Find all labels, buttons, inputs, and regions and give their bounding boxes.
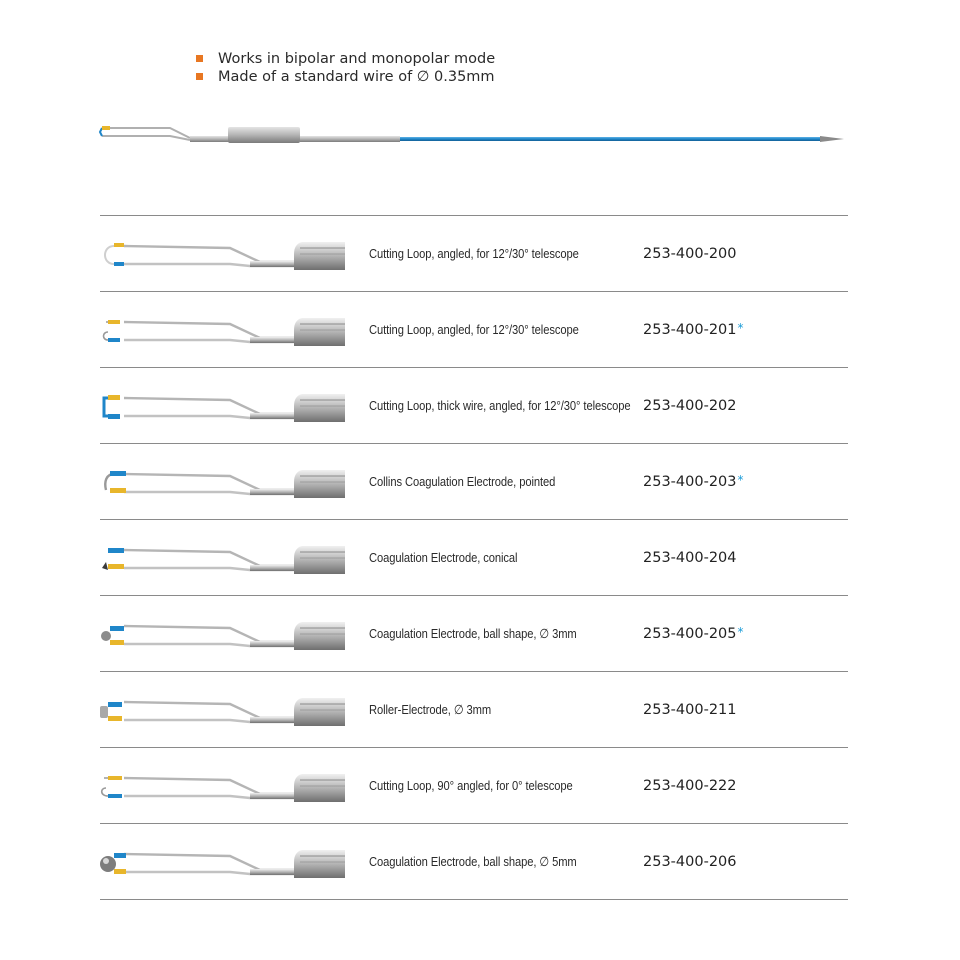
- electrode-image: [102, 394, 345, 422]
- electrode-image: [101, 622, 345, 650]
- availability-star-icon: *: [737, 473, 744, 487]
- electrode-image: [100, 698, 345, 726]
- article-number: 253-400-204: [643, 550, 737, 566]
- product-description: Coagulation Electrode, ball shape, ∅ 5mm: [369, 854, 577, 869]
- feature-item: Works in bipolar and monopolar mode: [196, 50, 495, 68]
- feature-text: Works in bipolar and monopolar mode: [218, 51, 496, 67]
- product-code: 253-400-222: [643, 777, 738, 794]
- article-number: 253-400-206: [643, 854, 737, 870]
- article-number: 253-400-203: [643, 474, 737, 490]
- table-row: Cutting Loop, thick wire, angled, for 12…: [100, 367, 848, 443]
- table-row: Roller-Electrode, ∅ 3mm 253-400-211: [100, 671, 848, 747]
- article-number: 253-400-205: [643, 626, 737, 642]
- electrode-image: [104, 470, 345, 498]
- article-number: 253-400-202: [643, 398, 737, 414]
- product-description: Cutting Loop, thick wire, angled, for 12…: [369, 398, 631, 413]
- product-description: Coagulation Electrode, ball shape, ∅ 3mm: [369, 626, 577, 641]
- product-description: Cutting Loop, angled, for 12°/30° telesc…: [369, 322, 579, 337]
- article-number: 253-400-201: [643, 322, 737, 338]
- electrode-overview-image: [98, 126, 844, 143]
- product-code: 253-400-204: [643, 549, 738, 566]
- bullet-square-icon: [196, 55, 203, 62]
- product-code: 253-400-202: [643, 397, 738, 414]
- feature-text: Made of a standard wire of ∅ 0.35mm: [218, 69, 495, 85]
- product-code: 253-400-206: [643, 853, 738, 870]
- table-row: Collins Coagulation Electrode, pointed 25…: [100, 443, 848, 519]
- electrode-image: [102, 318, 345, 346]
- product-description: Collins Coagulation Electrode, pointed: [369, 474, 556, 489]
- article-number: 253-400-222: [643, 778, 737, 794]
- table-row: Coagulation Electrode, ball shape, ∅ 5mm…: [100, 823, 848, 900]
- article-number: 253-400-200: [643, 246, 737, 262]
- product-code: 253-400-201*: [643, 321, 744, 338]
- availability-star-icon: *: [737, 321, 744, 335]
- article-number: 253-400-211: [643, 702, 737, 718]
- product-description: Coagulation Electrode, conical: [369, 550, 518, 565]
- product-description: Roller-Electrode, ∅ 3mm: [369, 702, 492, 717]
- product-description: Cutting Loop, angled, for 12°/30° telesc…: [369, 246, 579, 261]
- table-row: Cutting Loop, angled, for 12°/30° telesc…: [100, 291, 848, 367]
- feature-list: Works in bipolar and monopolar mode Made…: [196, 50, 495, 86]
- electrode-image: [100, 850, 345, 878]
- electrode-image: [102, 546, 345, 574]
- product-code: 253-400-205*: [643, 625, 744, 642]
- product-code: 253-400-203*: [643, 473, 744, 490]
- product-description: Cutting Loop, 90° angled, for 0° telesco…: [369, 778, 573, 793]
- bullet-square-icon: [196, 73, 203, 80]
- availability-star-icon: *: [737, 625, 744, 639]
- electrode-image: [100, 774, 345, 802]
- electrode-image: [104, 242, 345, 270]
- table-row: Coagulation Electrode, conical 253-400-20…: [100, 519, 848, 595]
- product-table: Cutting Loop, angled, for 12°/30° telesc…: [100, 215, 848, 900]
- table-row: Coagulation Electrode, ball shape, ∅ 3mm…: [100, 595, 848, 671]
- product-code: 253-400-211: [643, 701, 738, 718]
- table-row: Cutting Loop, 90° angled, for 0° telesco…: [100, 747, 848, 823]
- feature-item: Made of a standard wire of ∅ 0.35mm: [196, 68, 495, 86]
- table-row: Cutting Loop, angled, for 12°/30° telesc…: [100, 215, 848, 291]
- product-code: 253-400-200: [643, 245, 738, 262]
